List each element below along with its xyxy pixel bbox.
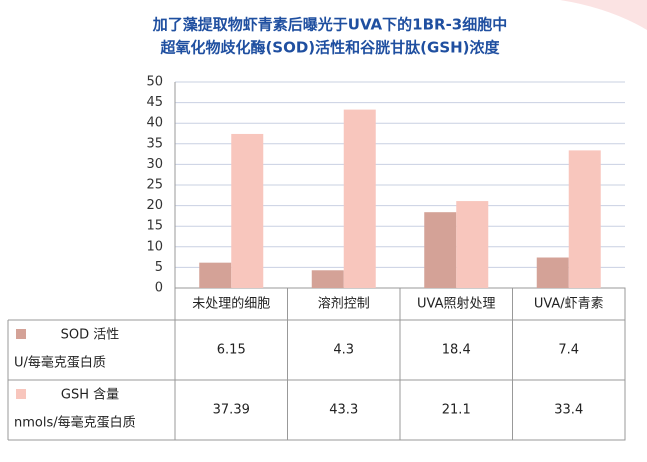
bar <box>311 270 344 288</box>
x-tick-label: 未处理的细胞 <box>192 296 270 312</box>
y-tick-label: 0 <box>155 281 163 296</box>
y-tick-label: 10 <box>146 239 163 254</box>
table-value: 6.15 <box>217 343 246 358</box>
table-value: 21.1 <box>442 403 471 418</box>
table-value: 43.3 <box>329 403 358 418</box>
table-value: 4.3 <box>333 343 354 358</box>
chart-title: 超氧化物歧化酶(SOD)活性和谷胱甘肽(GSH)浓度 <box>159 39 500 57</box>
legend-unit: U/每毫克蛋白质 <box>14 355 106 371</box>
table-value: 18.4 <box>442 343 471 358</box>
y-tick-label: 25 <box>146 178 163 193</box>
legend-label: GSH 含量 <box>61 387 119 403</box>
bar <box>456 201 489 288</box>
bar <box>568 150 601 288</box>
y-tick-label: 30 <box>146 157 163 172</box>
legend-swatch <box>16 329 26 339</box>
legend-unit: nmols/每毫克蛋白质 <box>14 415 136 431</box>
table-value: 7.4 <box>558 343 579 358</box>
chart-title: 加了藻提取物虾青素后曝光于UVA下的1BR-3细胞中 <box>152 16 507 34</box>
y-tick-label: 40 <box>146 116 163 131</box>
y-tick-label: 20 <box>146 198 163 213</box>
y-tick-label: 35 <box>146 136 163 151</box>
bar <box>231 133 264 288</box>
y-tick-label: 45 <box>146 95 163 110</box>
legend-label: SOD 活性 <box>61 328 120 343</box>
y-tick-label: 5 <box>155 260 163 275</box>
x-tick-label: UVA照射处理 <box>417 296 495 312</box>
bar <box>424 212 457 288</box>
bar <box>343 109 376 288</box>
table-value: 37.39 <box>213 403 250 418</box>
y-tick-label: 15 <box>146 219 163 234</box>
legend-swatch <box>16 389 26 399</box>
x-tick-label: UVA/虾青素 <box>534 297 604 312</box>
bar <box>199 262 232 288</box>
decoration <box>560 0 647 30</box>
x-tick-label: 溶剂控制 <box>318 297 370 312</box>
bar <box>536 257 569 288</box>
y-tick-label: 50 <box>146 75 163 90</box>
table-value: 33.4 <box>554 403 583 418</box>
